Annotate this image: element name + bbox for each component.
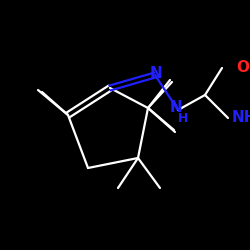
Text: H: H bbox=[178, 112, 188, 126]
Text: N: N bbox=[150, 66, 162, 82]
Text: OH: OH bbox=[236, 60, 250, 76]
Text: NH: NH bbox=[232, 110, 250, 126]
Text: N: N bbox=[170, 100, 182, 116]
